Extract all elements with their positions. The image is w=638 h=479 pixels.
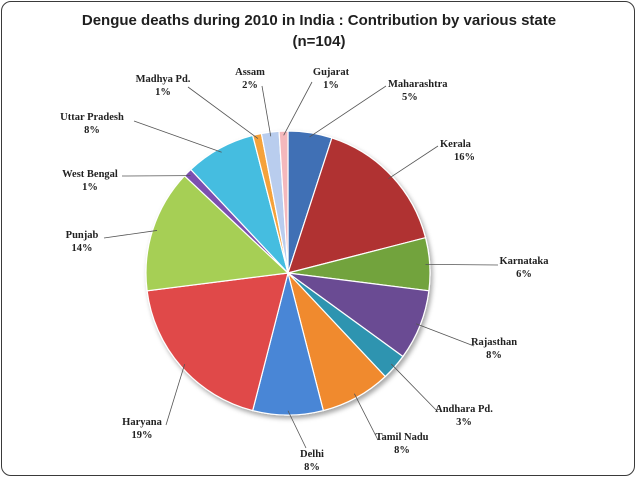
slice-value-label: 8% <box>486 350 502 361</box>
slice-value-label: 19% <box>132 430 153 441</box>
slice-value-label: 16% <box>454 152 475 163</box>
slice-label: Gujarat <box>313 67 350 78</box>
slice-label: Kerala <box>440 139 472 150</box>
slice-label: Rajasthan <box>471 337 517 348</box>
slice-value-label: 6% <box>516 269 532 280</box>
slice-value-label: 14% <box>72 243 93 254</box>
slice-label: Uttar Pradesh <box>60 112 124 123</box>
slice-value-label: 3% <box>456 417 472 428</box>
leader-line <box>133 120 222 153</box>
leader-line <box>388 145 439 180</box>
slice-value-label: 5% <box>402 92 418 103</box>
leader-line <box>425 263 499 266</box>
slice-value-label: 1% <box>155 87 171 98</box>
slice-label: Delhi <box>300 449 324 460</box>
slice-label: Karnataka <box>499 256 549 267</box>
pie-slice-gujarat <box>278 130 289 274</box>
leader-line <box>354 393 379 441</box>
slice-label: Tamil Nadu <box>375 432 428 443</box>
pie-slice-punjab <box>145 174 290 292</box>
slice-value-label: 8% <box>394 445 410 456</box>
slice-label: Maharashtra <box>388 79 448 90</box>
leader-line <box>309 85 387 138</box>
slice-value-label: 2% <box>242 80 258 91</box>
chart-title: Dengue deaths during 2010 in India : Con… <box>81 12 557 29</box>
leader-line <box>187 86 259 139</box>
slice-label: Madhya Pd. <box>136 74 191 85</box>
slice-value-label: 8% <box>304 462 320 473</box>
leader-line <box>287 410 307 449</box>
slice-label: Haryana <box>122 417 162 428</box>
slice-value-label: 8% <box>84 125 100 136</box>
leader-line <box>415 323 475 347</box>
slice-label: West Bengal <box>62 169 118 180</box>
slice-value-label: 1% <box>323 80 339 91</box>
slice-label: Punjab <box>66 230 99 241</box>
leader-line <box>103 230 158 239</box>
slice-label: Assam <box>235 67 265 78</box>
leader-line <box>283 81 313 136</box>
slice-label: Andhara Pd. <box>435 404 493 415</box>
chart-subtitle: (n=104) <box>292 33 346 50</box>
leader-line <box>261 85 272 137</box>
leader-line <box>165 363 186 426</box>
pie-slice-kerala <box>287 137 427 274</box>
leader-line <box>391 363 439 413</box>
pie-slice-haryana <box>146 272 289 412</box>
slice-value-label: 1% <box>82 182 98 193</box>
